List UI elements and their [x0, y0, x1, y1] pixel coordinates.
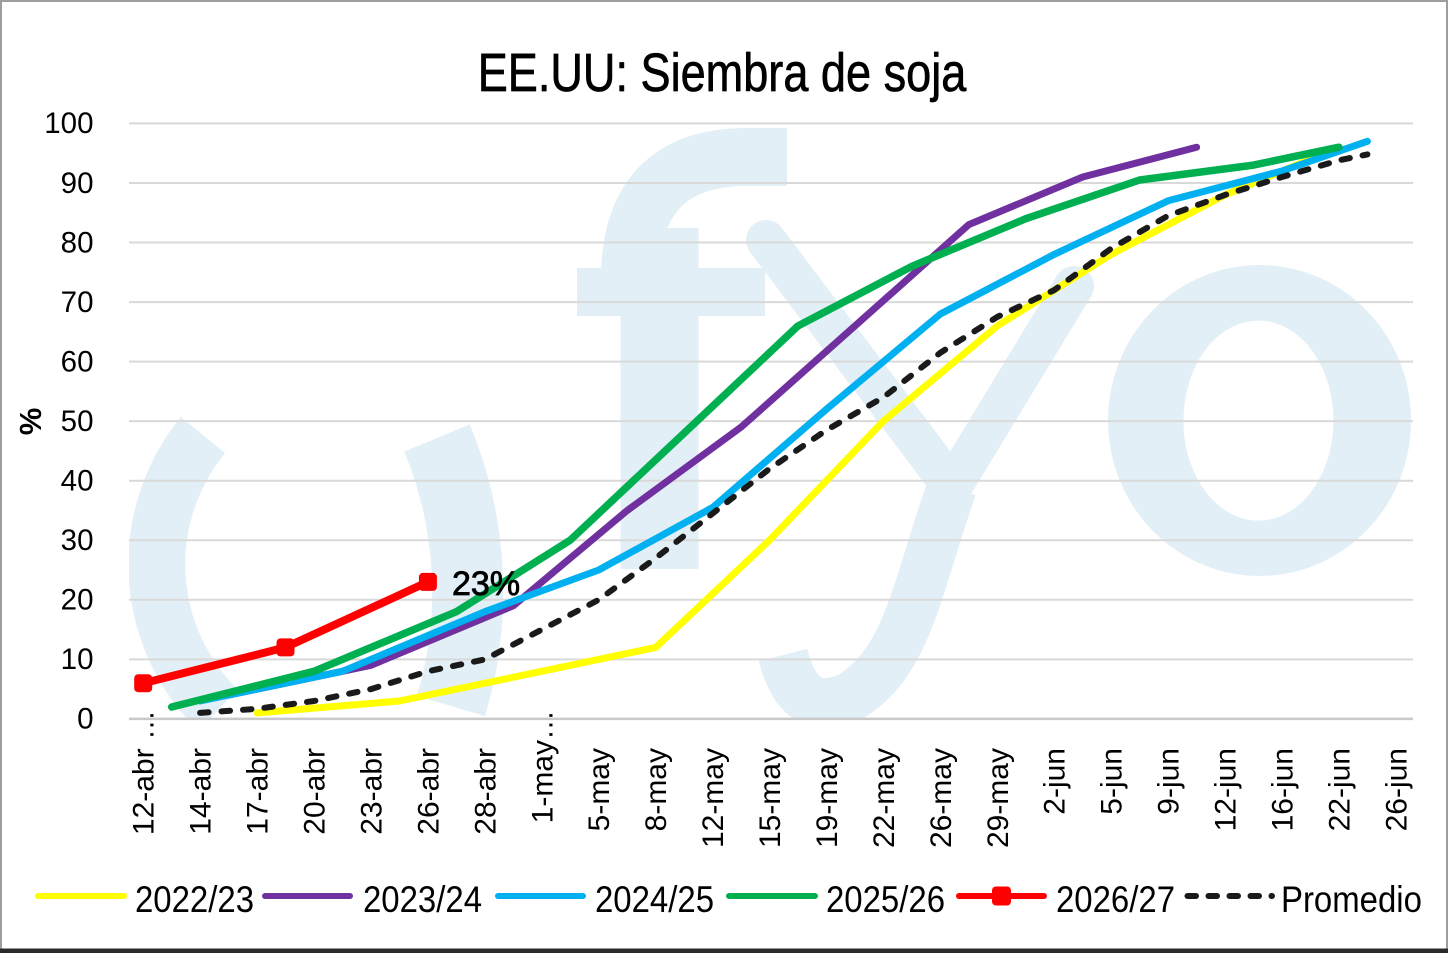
svg-text:2024/25: 2024/25	[595, 879, 714, 920]
svg-text:20-abr: 20-abr	[299, 748, 332, 835]
svg-text:Promedio: Promedio	[1281, 879, 1422, 920]
svg-text:12-abr …: 12-abr …	[128, 710, 161, 835]
svg-text:100: 100	[44, 107, 93, 140]
svg-text:50: 50	[61, 405, 94, 438]
svg-text:EE.UU: Siembra de soja: EE.UU: Siembra de soja	[478, 42, 967, 103]
svg-text:30: 30	[61, 524, 94, 557]
svg-text:2025/26: 2025/26	[826, 879, 945, 920]
svg-text:16-jun: 16-jun	[1267, 748, 1300, 831]
svg-text:2022/23: 2022/23	[135, 879, 254, 920]
svg-text:8-may: 8-may	[640, 748, 673, 831]
svg-text:70: 70	[61, 286, 94, 319]
svg-text:26-jun: 26-jun	[1380, 748, 1413, 831]
svg-text:12-may: 12-may	[697, 748, 730, 848]
svg-text:40: 40	[61, 465, 94, 498]
svg-text:80: 80	[61, 226, 94, 259]
svg-text:5-jun: 5-jun	[1096, 748, 1129, 815]
svg-text:10: 10	[61, 643, 94, 676]
svg-text:23%: 23%	[452, 565, 520, 603]
svg-text:20: 20	[61, 584, 94, 617]
svg-text:28-abr: 28-abr	[469, 748, 502, 835]
svg-text:26-abr: 26-abr	[412, 748, 445, 835]
svg-text:19-may: 19-may	[811, 748, 844, 848]
svg-text:12-jun: 12-jun	[1210, 748, 1243, 831]
svg-text:60: 60	[61, 345, 94, 378]
svg-text:22-may: 22-may	[868, 748, 901, 848]
svg-text:%: %	[13, 408, 48, 436]
svg-text:14-abr: 14-abr	[185, 748, 218, 835]
svg-text:0: 0	[77, 703, 93, 736]
svg-text:90: 90	[61, 167, 94, 200]
svg-text:2023/24: 2023/24	[363, 879, 482, 920]
svg-text:15-may: 15-may	[754, 748, 787, 848]
svg-text:26-may: 26-may	[925, 748, 958, 848]
svg-text:9-jun: 9-jun	[1153, 748, 1186, 815]
svg-text:23-abr: 23-abr	[356, 748, 389, 835]
svg-text:5-may: 5-may	[583, 748, 616, 831]
svg-text:29-may: 29-may	[982, 748, 1015, 848]
svg-text:1-may…: 1-may…	[526, 710, 559, 823]
svg-text:2-jun: 2-jun	[1039, 748, 1072, 815]
svg-text:22-jun: 22-jun	[1323, 748, 1356, 831]
svg-text:2026/27: 2026/27	[1056, 879, 1175, 920]
svg-text:17-abr: 17-abr	[242, 748, 275, 835]
